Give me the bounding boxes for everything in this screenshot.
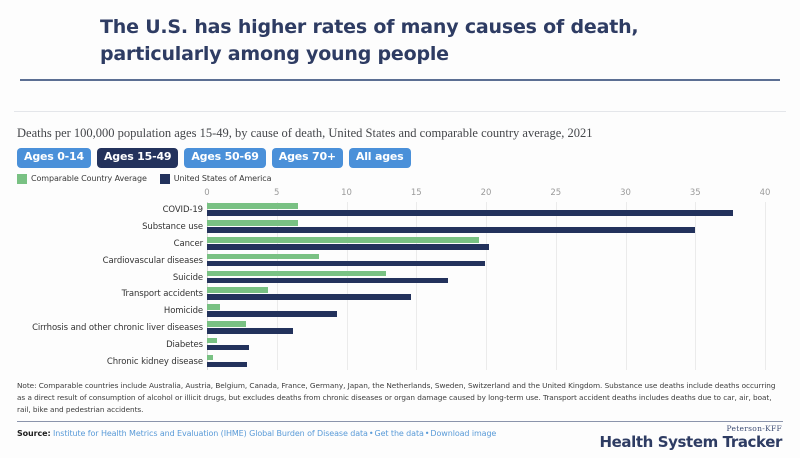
category-label: Homicide <box>163 306 203 317</box>
bar-comparable-country-average[interactable] <box>207 354 213 361</box>
bar-comparable-country-average[interactable] <box>207 320 247 327</box>
x-axis-tick-label: 5 <box>274 188 280 198</box>
x-axis-tick-label: 10 <box>341 188 352 198</box>
bar-comparable-country-average[interactable] <box>207 304 220 310</box>
brand-logo: Peterson-KFF Health System Tracker <box>599 425 782 450</box>
tab-all-ages[interactable]: All ages <box>348 148 411 168</box>
category-label: Substance use <box>142 222 203 233</box>
bar-comparable-country-average[interactable] <box>207 270 386 277</box>
bar-united-states[interactable] <box>207 327 294 334</box>
gridlines <box>0 202 800 370</box>
bar-row: Cardiovascular diseases <box>0 252 800 269</box>
get-the-data-link[interactable]: Get the data <box>374 429 424 438</box>
category-label: Suicide <box>172 272 203 283</box>
title-underline <box>20 78 780 81</box>
bar-row: Cancer <box>0 236 800 253</box>
gridline <box>276 202 278 370</box>
x-axis-tick-label: 15 <box>410 188 422 198</box>
page-title: The U.S. has higher rates of many causes… <box>100 16 639 65</box>
legend-label: United States of America <box>173 174 272 184</box>
bar-row: Diabetes <box>0 336 800 353</box>
tab-ages-0-14[interactable]: Ages 0-14 <box>17 148 91 168</box>
source-label: Source: <box>17 429 51 438</box>
x-axis-tick-label: 40 <box>759 188 771 198</box>
gridline <box>416 202 418 370</box>
bar-united-states[interactable] <box>207 243 489 250</box>
chart-footnote: Note: Comparable countries include Austr… <box>17 381 776 414</box>
bar-comparable-country-average[interactable] <box>207 337 217 344</box>
bar-row: COVID-19 <box>0 202 800 219</box>
bar-comparable-country-average[interactable] <box>207 287 269 293</box>
bar-row: Transport accidents <box>0 286 800 303</box>
x-axis-ticks: 0 5 10 15 20 25 30 35 40 <box>0 188 800 202</box>
gridline <box>346 202 348 370</box>
source-separator-1: • <box>368 429 374 438</box>
bar-row: Suicide <box>0 269 800 286</box>
category-label: Diabetes <box>166 339 203 350</box>
header-divider <box>14 111 786 112</box>
legend-swatch-icon <box>159 173 170 184</box>
bar-united-states[interactable] <box>207 210 733 216</box>
gridline <box>207 202 208 370</box>
title-block: The U.S. has higher rates of many causes… <box>0 0 800 68</box>
bar-row: Homicide <box>0 303 800 320</box>
category-label: Cardiovascular diseases <box>102 255 203 266</box>
source-line: Source: Institute for Health Metrics and… <box>17 429 496 438</box>
bar-comparable-country-average[interactable] <box>207 220 298 226</box>
brand-health-system-tracker: Health System Tracker <box>599 432 782 451</box>
bar-united-states[interactable] <box>207 260 485 267</box>
bar-row: Cirrhosis and other chronic liver diseas… <box>0 320 800 337</box>
x-axis-tick-label: 30 <box>620 188 631 198</box>
tab-ages-70[interactable]: Ages 70+ <box>271 148 343 168</box>
tab-ages-15-49[interactable]: Ages 15-49 <box>96 148 179 168</box>
chart-legend: Comparable Country Average United States … <box>17 173 786 184</box>
bar-rows: COVID-19 Substance use Cancer Cardiovascula… <box>0 202 800 370</box>
category-label: COVID-19 <box>162 205 204 216</box>
legend-label: Comparable Country Average <box>31 174 147 184</box>
bar-united-states[interactable] <box>207 227 696 233</box>
bar-united-states[interactable] <box>207 277 449 284</box>
x-axis-tick-label: 25 <box>550 188 562 198</box>
bar-united-states[interactable] <box>207 311 337 317</box>
category-label: Transport accidents <box>121 289 203 300</box>
bar-comparable-country-average[interactable] <box>207 253 319 260</box>
plot-area: 0 5 10 15 20 25 30 35 40 COVID-19 Substance use Ca… <box>0 188 800 374</box>
category-label: Chronic kidney disease <box>106 356 203 367</box>
bar-united-states[interactable] <box>207 361 248 368</box>
gridline <box>555 202 557 370</box>
gridline <box>765 202 766 370</box>
age-group-tabs: Ages 0-14 Ages 15-49 Ages 50-69 Ages 70+ All… <box>17 148 786 168</box>
x-axis-tick-label: 20 <box>480 188 492 198</box>
bar-row: Substance use <box>0 219 800 236</box>
x-axis-tick-label: 0 <box>204 188 210 198</box>
legend-item[interactable]: Comparable Country Average <box>17 173 147 184</box>
footer-divider <box>17 421 783 422</box>
bar-comparable-country-average[interactable] <box>207 203 298 209</box>
bar-comparable-country-average[interactable] <box>207 236 480 243</box>
legend-swatch-icon <box>17 173 27 184</box>
tab-ages-50-69[interactable]: Ages 50-69 <box>184 148 266 168</box>
category-label: Cancer <box>173 238 203 249</box>
download-image-link[interactable]: Download image <box>430 429 497 438</box>
legend-item[interactable]: United States of America <box>159 173 272 184</box>
brand-peterson-kff: Peterson-KFF <box>726 424 782 433</box>
category-label: Cirrhosis and other chronic liver diseas… <box>32 322 203 333</box>
chart-meta: Deaths per 100,000 population ages 15-49… <box>17 126 786 184</box>
x-axis-tick-label: 35 <box>689 188 701 198</box>
source-separator-2: • <box>424 429 430 438</box>
gridline <box>625 202 627 370</box>
bar-row: Chronic kidney disease <box>0 353 800 370</box>
bar-united-states[interactable] <box>207 294 411 300</box>
gridline <box>486 202 487 370</box>
chart-subtitle: Deaths per 100,000 population ages 15-49… <box>17 126 593 140</box>
bar-united-states[interactable] <box>207 344 249 351</box>
source-primary-link[interactable]: Institute for Health Metrics and Evaluat… <box>53 429 368 438</box>
gridline <box>695 202 697 370</box>
